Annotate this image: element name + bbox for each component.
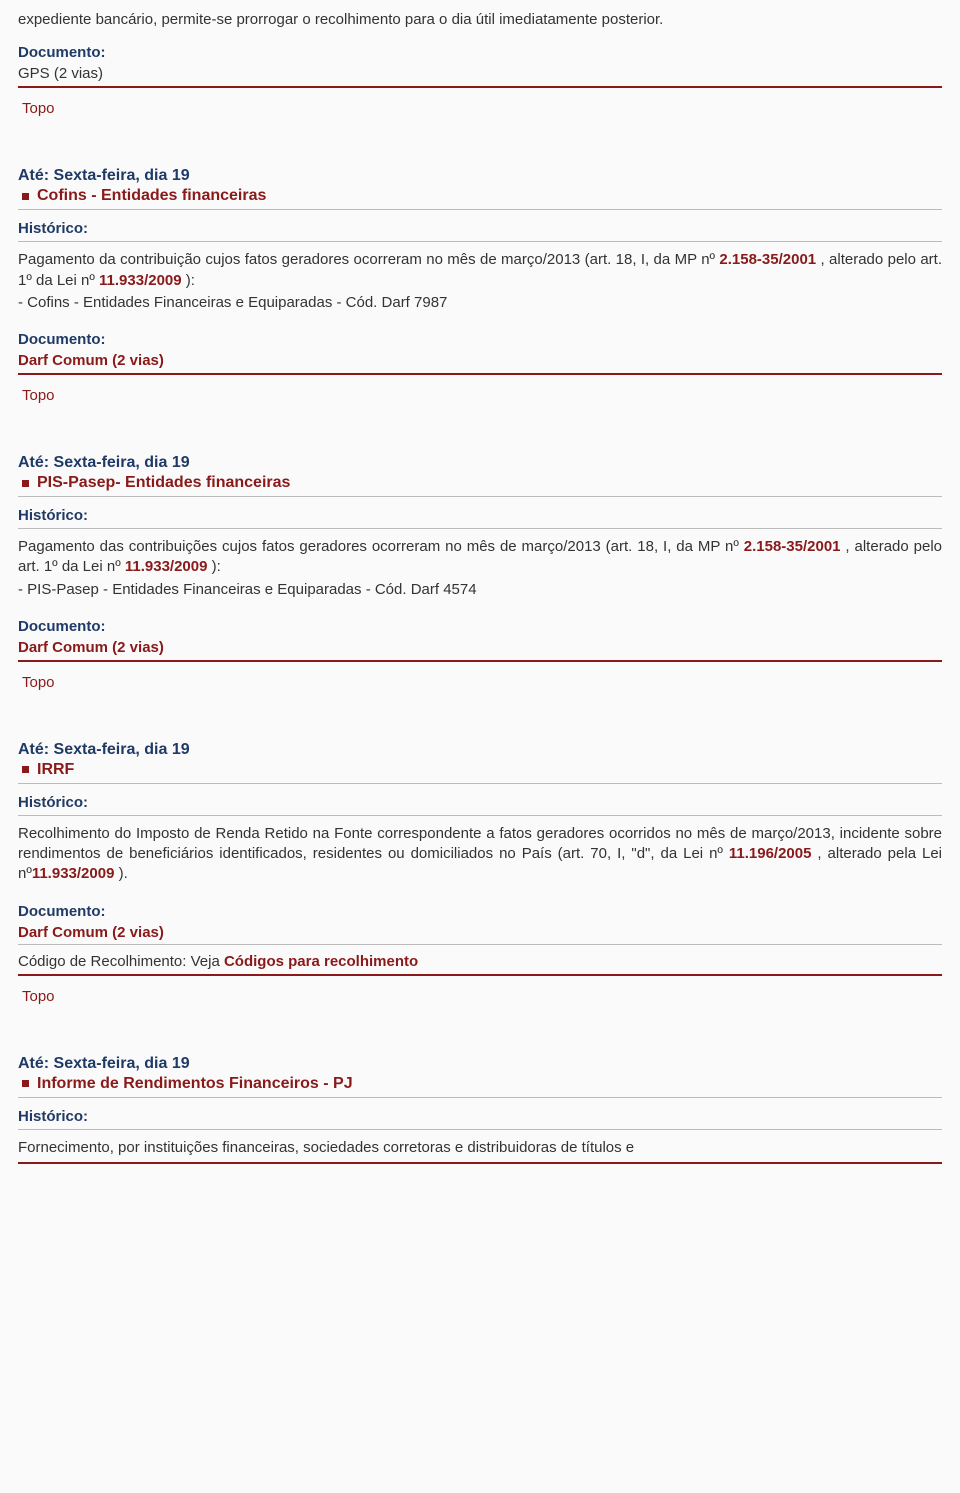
codigo-link[interactable]: Códigos para recolhimento xyxy=(224,953,418,970)
documento-value-link[interactable]: Darf Comum (2 vias) xyxy=(18,639,942,656)
thin-divider xyxy=(18,241,942,242)
documento-value-link[interactable]: Darf Comum (2 vias) xyxy=(18,352,942,369)
entry-title-text: Cofins - Entidades financeiras xyxy=(37,187,266,205)
body-text-part: ): xyxy=(182,272,195,289)
intro-text: expediente bancário, permite-se prorroga… xyxy=(18,10,942,30)
entry-date: Até: Sexta-feira, dia 19 xyxy=(18,1055,942,1073)
thin-divider xyxy=(18,496,942,497)
law-link[interactable]: 2.158-35/2001 xyxy=(719,251,816,268)
red-divider xyxy=(18,1162,942,1164)
entry-title: Cofins - Entidades financeiras xyxy=(18,187,942,205)
documento-label: Documento: xyxy=(18,331,942,348)
thin-divider xyxy=(18,528,942,529)
entry-title-text: Informe de Rendimentos Financeiros - PJ xyxy=(37,1075,353,1093)
entry-block: Até: Sexta-feira, dia 19 PIS-Pasep- Enti… xyxy=(18,454,942,719)
entry-body: Pagamento das contribuições cujos fatos … xyxy=(18,537,942,578)
top-continuation-block: expediente bancário, permite-se prorroga… xyxy=(18,10,942,145)
codigo-line: Código de Recolhimento: Veja Códigos par… xyxy=(18,953,942,970)
law-link[interactable]: 11.933/2009 xyxy=(125,558,208,575)
red-divider xyxy=(18,974,942,976)
entry-body-line2: - PIS-Pasep - Entidades Financeiras e Eq… xyxy=(18,580,942,600)
law-link[interactable]: 11.933/2009 xyxy=(32,865,115,882)
entry-title: PIS-Pasep- Entidades financeiras xyxy=(18,474,942,492)
entry-title: Informe de Rendimentos Financeiros - PJ xyxy=(18,1075,942,1093)
body-text-part: Pagamento da contribuição cujos fatos ge… xyxy=(18,251,719,268)
body-text-part: ): xyxy=(207,558,220,575)
red-divider xyxy=(18,86,942,88)
law-link[interactable]: 2.158-35/2001 xyxy=(744,538,841,555)
entry-title-text: IRRF xyxy=(37,761,74,779)
entry-title: IRRF xyxy=(18,761,942,779)
entry-title-text: PIS-Pasep- Entidades financeiras xyxy=(37,474,290,492)
entry-body: Recolhimento do Imposto de Renda Retido … xyxy=(18,824,942,885)
entry-block: Até: Sexta-feira, dia 19 Cofins - Entida… xyxy=(18,167,942,432)
historico-label: Histórico: xyxy=(18,1108,942,1125)
red-divider xyxy=(18,660,942,662)
documento-value: GPS (2 vias) xyxy=(18,65,942,82)
historico-label: Histórico: xyxy=(18,220,942,237)
entry-date: Até: Sexta-feira, dia 19 xyxy=(18,741,942,759)
topo-link[interactable]: Topo xyxy=(22,387,55,404)
thin-divider xyxy=(18,1097,942,1098)
entry-date: Até: Sexta-feira, dia 19 xyxy=(18,167,942,185)
bullet-icon xyxy=(22,1080,29,1087)
documento-label: Documento: xyxy=(18,44,942,61)
entry-date: Até: Sexta-feira, dia 19 xyxy=(18,454,942,472)
body-text-part: ). xyxy=(114,865,127,882)
body-text-part: Pagamento das contribuições cujos fatos … xyxy=(18,538,744,555)
red-divider xyxy=(18,373,942,375)
thin-divider xyxy=(18,1129,942,1130)
entry-body: Pagamento da contribuição cujos fatos ge… xyxy=(18,250,942,291)
bullet-icon xyxy=(22,480,29,487)
documento-value-link[interactable]: Darf Comum (2 vias) xyxy=(18,924,942,941)
bullet-icon xyxy=(22,766,29,773)
topo-link[interactable]: Topo xyxy=(22,988,55,1005)
law-link[interactable]: 11.933/2009 xyxy=(99,272,182,289)
topo-link[interactable]: Topo xyxy=(22,674,55,691)
entry-body-line2: - Cofins - Entidades Financeiras e Equip… xyxy=(18,293,942,313)
topo-link[interactable]: Topo xyxy=(22,100,55,117)
law-link[interactable]: 11.196/2005 xyxy=(729,845,812,862)
thin-divider xyxy=(18,944,942,945)
documento-label: Documento: xyxy=(18,618,942,635)
codigo-text: Código de Recolhimento: Veja xyxy=(18,953,224,970)
documento-label: Documento: xyxy=(18,903,942,920)
thin-divider xyxy=(18,209,942,210)
entry-block: Até: Sexta-feira, dia 19 Informe de Rend… xyxy=(18,1055,942,1164)
entry-body: Fornecimento, por instituições financeir… xyxy=(18,1138,942,1158)
historico-label: Histórico: xyxy=(18,794,942,811)
thin-divider xyxy=(18,815,942,816)
historico-label: Histórico: xyxy=(18,507,942,524)
entry-block: Até: Sexta-feira, dia 19 IRRF Histórico:… xyxy=(18,741,942,1033)
bullet-icon xyxy=(22,193,29,200)
thin-divider xyxy=(18,783,942,784)
